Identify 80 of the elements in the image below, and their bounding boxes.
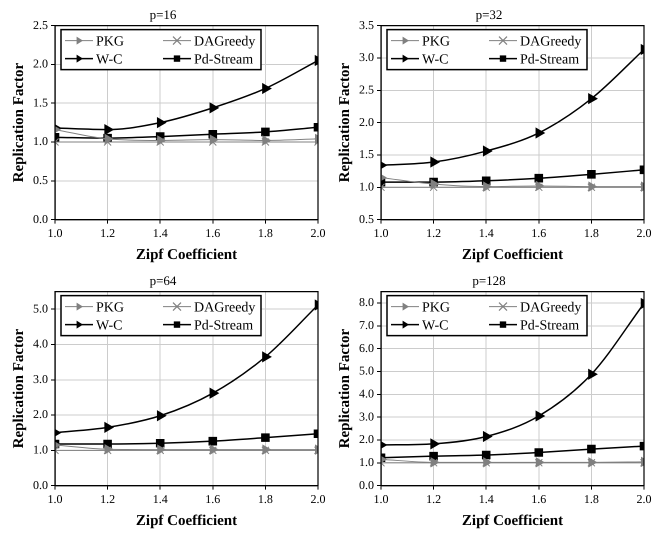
y-tick-label: 2.0 [33,407,48,422]
x-tick-label: 1.8 [258,226,273,240]
legend-label: Pd-Stream [520,318,580,334]
y-tick-label: 2.5 [359,82,374,96]
x-tick-label: 1.4 [152,226,168,240]
x-tick-label: 1.8 [584,492,599,506]
x-tick-label: 1.0 [48,226,62,240]
y-tick-label: 4.0 [33,336,48,351]
x-axis-title: Zipf Coefficient [462,512,564,529]
y-tick-label: 0.0 [33,212,48,226]
legend-label: Pd-Stream [520,52,580,68]
y-tick-label: 1.0 [359,179,374,194]
x-tick-label: 2.0 [310,492,326,506]
legend-label: Pd-Stream [194,318,254,334]
y-tick-label: 0.0 [359,478,374,492]
chart-title: p=16 [150,7,177,22]
y-axis-title: Replication Factor [10,62,27,182]
legend-label: DAGreedy [520,300,582,316]
y-axis-title: Replication Factor [10,328,27,448]
y-tick-label: 2.0 [359,114,374,129]
x-axis-title: Zipf Coefficient [136,512,238,529]
y-axis-title: Replication Factor [336,62,353,182]
x-tick-label: 1.2 [426,492,442,506]
x-tick-label: 1.2 [100,492,116,506]
y-tick-label: 0.5 [359,212,374,226]
legend-label: W-C [96,52,122,68]
legend-label: Pd-Stream [194,52,254,68]
y-tick-label: 3.0 [33,372,48,386]
x-tick-label: 1.6 [205,492,220,506]
legend-label: W-C [422,52,448,68]
x-tick-label: 1.2 [100,226,116,240]
legend-label: DAGreedy [194,34,256,50]
y-tick-label: 2.5 [33,18,48,32]
x-tick-label: 1.6 [205,226,220,240]
x-tick-label: 1.8 [584,226,599,240]
x-tick-label: 1.0 [374,492,388,506]
x-tick-label: 2.0 [310,226,326,240]
x-axis-title: Zipf Coefficient [462,246,564,263]
y-tick-label: 1.0 [359,454,374,469]
x-tick-label: 1.0 [374,226,388,240]
legend-label: PKG [422,300,450,316]
y-tick-label: 0.5 [33,172,48,187]
x-tick-label: 1.2 [426,226,442,240]
legend-label: PKG [96,34,124,50]
y-tick-label: 3.5 [359,18,374,32]
legend-label: W-C [96,318,122,334]
legend-label: PKG [422,34,450,50]
y-tick-label: 1.0 [33,134,48,148]
y-tick-label: 3.0 [359,50,374,64]
legend-label: DAGreedy [194,300,256,316]
y-tick-label: 8.0 [359,295,374,310]
y-tick-label: 5.0 [359,364,374,378]
y-tick-label: 4.0 [359,386,374,400]
x-tick-label: 1.6 [531,226,546,240]
x-tick-label: 1.4 [478,226,494,240]
y-tick-label: 7.0 [359,318,374,332]
y-tick-label: 2.0 [359,432,374,446]
legend-label: W-C [422,318,448,334]
x-tick-label: 1.4 [152,492,168,506]
legend-label: DAGreedy [520,34,582,50]
legend-label: PKG [96,300,124,316]
chart-title: p=128 [472,273,506,288]
y-tick-label: 2.0 [33,56,48,71]
x-axis-title: Zipf Coefficient [136,246,238,263]
x-tick-label: 1.6 [531,492,546,506]
y-tick-label: 1.5 [359,147,374,162]
y-tick-label: 0.0 [33,478,48,492]
x-tick-label: 2.0 [636,226,652,240]
y-tick-label: 1.5 [33,95,48,110]
chart-title: p=64 [150,273,177,288]
y-tick-label: 1.0 [33,442,48,456]
x-tick-label: 2.0 [636,492,652,506]
chart-title: p=32 [476,7,502,22]
y-axis-title: Replication Factor [336,328,353,448]
y-tick-label: 3.0 [359,409,374,424]
y-tick-label: 5.0 [33,301,48,316]
x-tick-label: 1.4 [478,492,494,506]
x-tick-label: 1.0 [48,492,62,506]
x-tick-label: 1.8 [258,492,273,506]
y-tick-label: 6.0 [359,340,374,355]
